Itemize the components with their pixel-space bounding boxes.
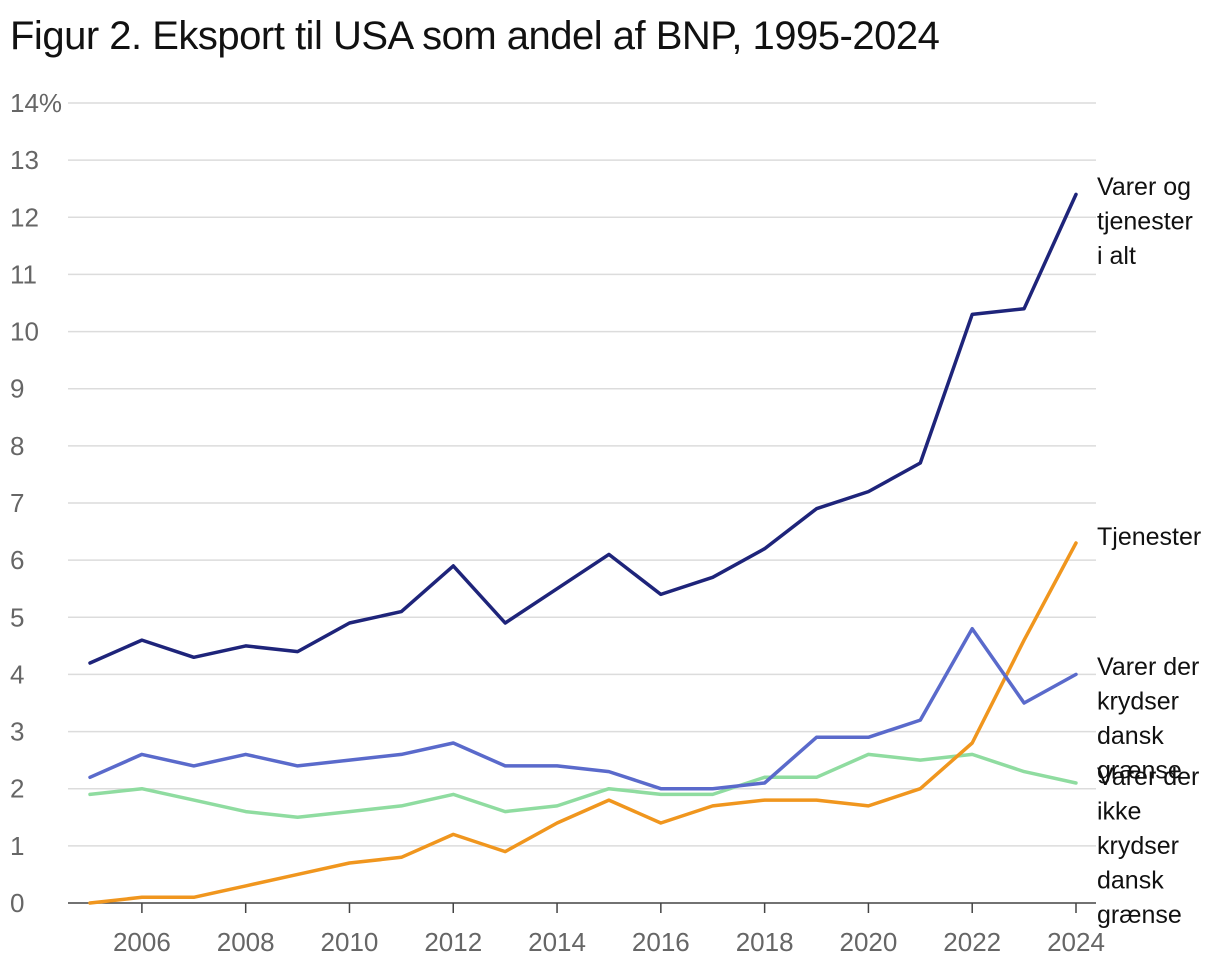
series-label-line: Tjenester xyxy=(1097,523,1201,551)
series-label-line: dansk xyxy=(1097,867,1164,895)
series-label-0: Varer og tjenester i alt xyxy=(1097,173,1193,270)
x-tick-label: 2022 xyxy=(943,927,1001,957)
x-tick-label: 2024 xyxy=(1047,927,1105,957)
y-tick-label: 12 xyxy=(10,202,39,232)
y-tick-label: 9 xyxy=(10,374,24,404)
y-tick-label: 14% xyxy=(10,88,62,118)
chart-title: Figur 2. Eksport til USA som andel af BN… xyxy=(10,14,940,58)
x-tick-label: 2018 xyxy=(736,927,794,957)
series-line-0 xyxy=(88,192,1078,665)
series-label-2: Varer der krydser dansk grænse xyxy=(1097,653,1199,785)
x-tick-label: 2008 xyxy=(217,927,275,957)
series-label-line: Varer der xyxy=(1097,653,1199,681)
y-tick-label: 10 xyxy=(10,317,39,347)
x-tick-label: 2016 xyxy=(632,927,690,957)
y-tick-label: 7 xyxy=(10,488,24,518)
series-line-1 xyxy=(88,626,1078,791)
y-tick-label: 4 xyxy=(10,659,24,689)
series-line-2 xyxy=(88,752,1078,820)
x-tick-label: 2020 xyxy=(839,927,897,957)
series-label-line: dansk xyxy=(1097,722,1164,750)
y-tick-label: 1 xyxy=(10,831,24,861)
series-label-line: grænse xyxy=(1097,901,1182,929)
y-tick-label: 11 xyxy=(10,259,37,289)
series-label-line: Varer der xyxy=(1097,763,1199,791)
series-labels: Varer og tjenester i alt Tjenester Varer der… xyxy=(1097,173,1201,929)
x-axis xyxy=(68,902,1096,913)
series-label-line: krydser xyxy=(1097,688,1179,716)
x-tick-label: 2006 xyxy=(113,927,171,957)
series-label-1: Tjenester xyxy=(1097,523,1201,551)
y-tick-label: 5 xyxy=(10,602,24,632)
series-lines xyxy=(88,192,1078,905)
x-tick-label: 2010 xyxy=(321,927,379,957)
series-label-line: i alt xyxy=(1097,242,1136,270)
y-tick-label: 13 xyxy=(10,145,39,175)
series-line-3 xyxy=(88,541,1078,905)
series-label-line: Varer og xyxy=(1097,173,1191,201)
x-tick-label: 2012 xyxy=(424,927,482,957)
series-label-line: ikke xyxy=(1097,798,1141,826)
y-tick-label: 6 xyxy=(10,545,24,575)
x-tick-label: 2014 xyxy=(528,927,586,957)
x-axis-tick-labels: 2006 2008 2010 2012 2014 2016 2018 2020 2022 2024 xyxy=(113,927,1105,957)
y-tick-label: 8 xyxy=(10,431,24,461)
series-label-line: tjenester xyxy=(1097,208,1193,236)
y-tick-label: 0 xyxy=(10,888,24,918)
gridlines xyxy=(68,102,1096,847)
y-tick-label: 2 xyxy=(10,774,24,804)
series-label-3: Varer der ikke krydser dansk grænse xyxy=(1097,763,1199,929)
series-label-line: grænse xyxy=(1097,757,1182,785)
y-tick-label: 3 xyxy=(10,717,24,747)
series-label-line: krydser xyxy=(1097,832,1179,860)
